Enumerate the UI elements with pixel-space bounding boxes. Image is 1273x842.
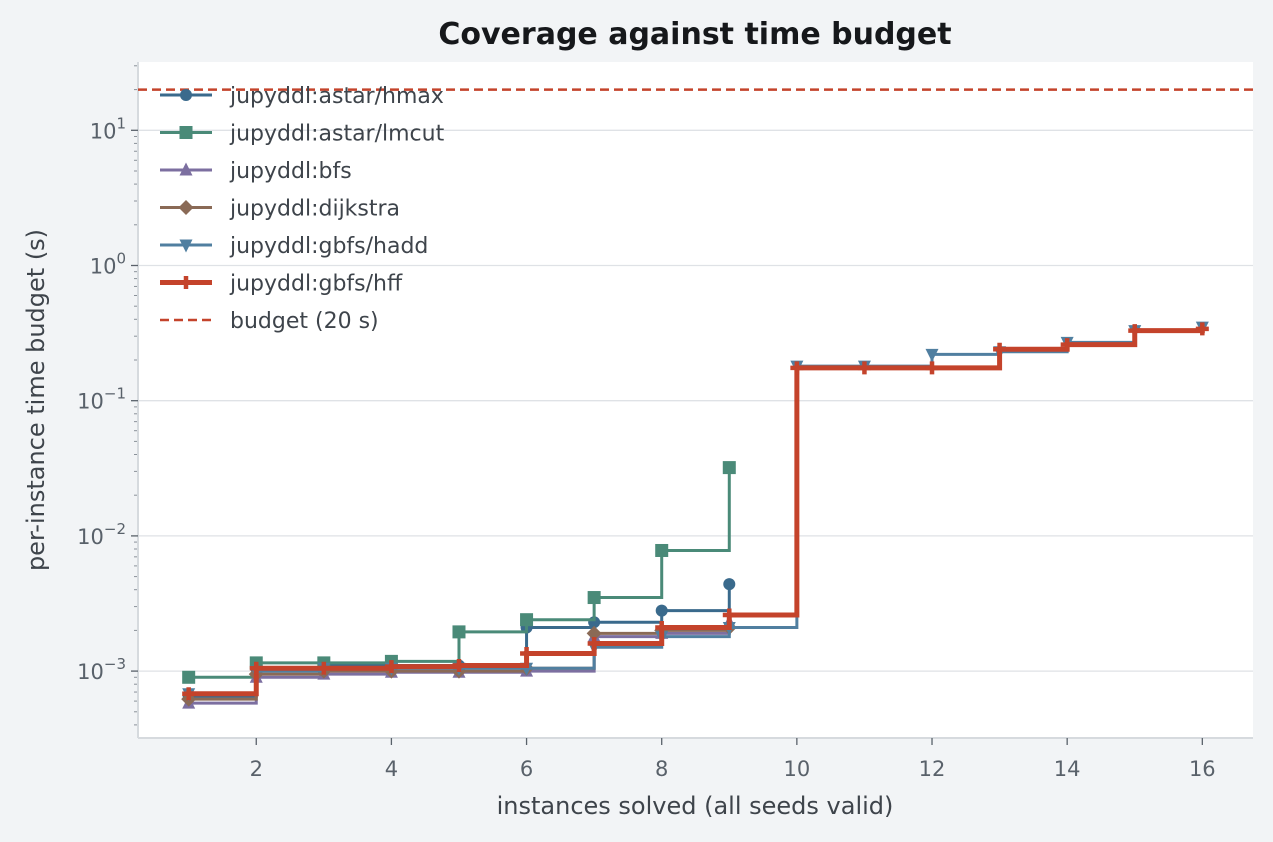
series-marker bbox=[723, 578, 736, 591]
series-marker bbox=[179, 276, 193, 289]
series-marker bbox=[317, 661, 331, 675]
legend-item: jupyddl:gbfs/hadd bbox=[160, 234, 428, 259]
legend-item: jupyddl:astar/hmax bbox=[160, 84, 444, 109]
series-marker bbox=[1060, 338, 1074, 352]
x-tick-label: 8 bbox=[655, 757, 668, 781]
series-marker bbox=[993, 342, 1007, 356]
series-marker bbox=[655, 543, 669, 557]
x-tick-label: 6 bbox=[520, 757, 533, 781]
series-marker bbox=[452, 625, 466, 639]
series-marker bbox=[587, 591, 601, 605]
series-marker bbox=[182, 670, 196, 684]
series-marker bbox=[384, 660, 398, 674]
series-marker bbox=[857, 361, 871, 375]
legend-label: jupyddl:gbfs/hff bbox=[229, 272, 403, 297]
series-marker bbox=[1128, 324, 1142, 338]
x-axis-label: instances solved (all seeds valid) bbox=[497, 792, 894, 820]
series-marker bbox=[722, 608, 736, 622]
legend-label: jupyddl:dijkstra bbox=[229, 197, 400, 222]
x-tick-label: 4 bbox=[385, 757, 398, 781]
y-tick-label: 10−2 bbox=[77, 520, 126, 549]
series-marker bbox=[179, 239, 193, 253]
series-marker bbox=[1195, 322, 1209, 336]
y-tick-label: 10−1 bbox=[77, 385, 126, 414]
series-marker bbox=[178, 200, 194, 215]
series-marker bbox=[587, 636, 601, 650]
series-marker bbox=[249, 661, 263, 675]
legend-item: jupyddl:bfs bbox=[160, 159, 352, 184]
legend-label: jupyddl:bfs bbox=[229, 159, 352, 184]
series-marker bbox=[655, 604, 668, 617]
x-tick-label: 12 bbox=[919, 757, 946, 781]
y-ticks: 10−3 10−2 10−1 100 101 bbox=[77, 114, 138, 684]
y-tick-label: 101 bbox=[90, 114, 126, 143]
x-tick-label: 10 bbox=[783, 757, 810, 781]
x-tick-label: 2 bbox=[250, 757, 263, 781]
legend-label: budget (20 s) bbox=[230, 309, 379, 334]
series-marker bbox=[182, 687, 196, 701]
series-marker bbox=[655, 621, 669, 635]
series-marker bbox=[180, 89, 192, 101]
legend-item: jupyddl:dijkstra bbox=[160, 197, 400, 222]
series-marker bbox=[722, 461, 736, 475]
series-marker bbox=[452, 659, 466, 672]
legend-item: jupyddl:gbfs/hff bbox=[160, 272, 403, 297]
chart-title: Coverage against time budget bbox=[438, 17, 951, 52]
y-axis-label: per-instance time budget (s) bbox=[22, 229, 50, 571]
series-marker bbox=[925, 361, 939, 375]
x-ticks: 2 4 6 8 10 12 14 16 bbox=[250, 738, 1216, 781]
legend-item: jupyddl:astar/lmcut bbox=[160, 122, 445, 147]
y-tick-label: 10−3 bbox=[77, 655, 126, 684]
series-marker bbox=[520, 613, 534, 627]
legend-label: jupyddl:astar/lmcut bbox=[229, 122, 445, 147]
y-tick-label: 100 bbox=[90, 249, 126, 278]
series-marker bbox=[179, 162, 193, 176]
series-marker bbox=[925, 348, 939, 362]
series-marker bbox=[520, 646, 534, 660]
x-tick-label: 14 bbox=[1054, 757, 1081, 781]
legend-label: jupyddl:gbfs/hadd bbox=[229, 234, 428, 259]
legend-item: budget (20 s) bbox=[160, 309, 379, 334]
legend: jupyddl:astar/hmax jupyddl:astar/lmcut jup… bbox=[160, 84, 445, 334]
series-layer bbox=[181, 321, 1209, 709]
series-marker bbox=[586, 625, 602, 641]
series-line bbox=[188, 467, 731, 679]
series-marker bbox=[179, 126, 193, 139]
legend-label: jupyddl:astar/hmax bbox=[229, 84, 444, 109]
x-tick-label: 16 bbox=[1189, 757, 1216, 781]
series-jupyddl-gbfs-hff bbox=[182, 322, 1209, 701]
series-marker bbox=[790, 361, 804, 375]
